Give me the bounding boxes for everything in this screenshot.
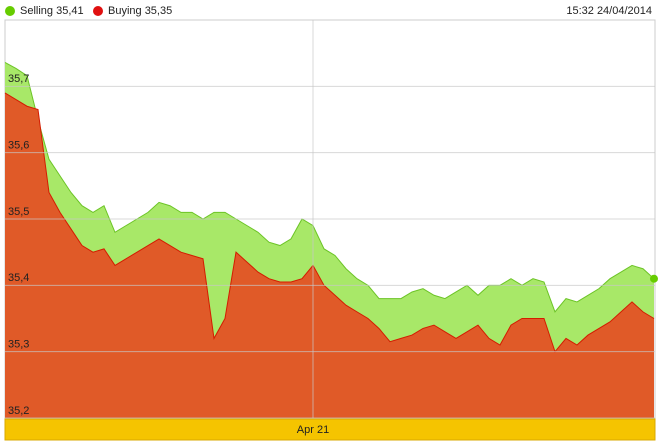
y-tick-label: 35,4 [8, 272, 29, 284]
y-tick-label: 35,5 [8, 206, 29, 218]
y-tick-label: 35,2 [8, 405, 29, 417]
area [5, 92, 654, 418]
x-axis-band [4, 418, 656, 441]
area-line [4, 62, 655, 313]
end-marker [650, 274, 658, 283]
legend-label: Selling 35,41 [20, 5, 84, 17]
y-tick-label: 35,3 [8, 339, 29, 351]
legend-dot [5, 6, 15, 16]
y-tick-label: 35,7 [8, 73, 29, 85]
y-tick-label: 35,6 [8, 140, 29, 152]
legend-label: Buying 35,35 [108, 5, 172, 17]
legend-dot [93, 6, 103, 16]
x-tick-label: Apr 21 [297, 424, 329, 436]
timestamp: 15:32 24/04/2014 [566, 5, 652, 17]
area-line [4, 92, 655, 353]
